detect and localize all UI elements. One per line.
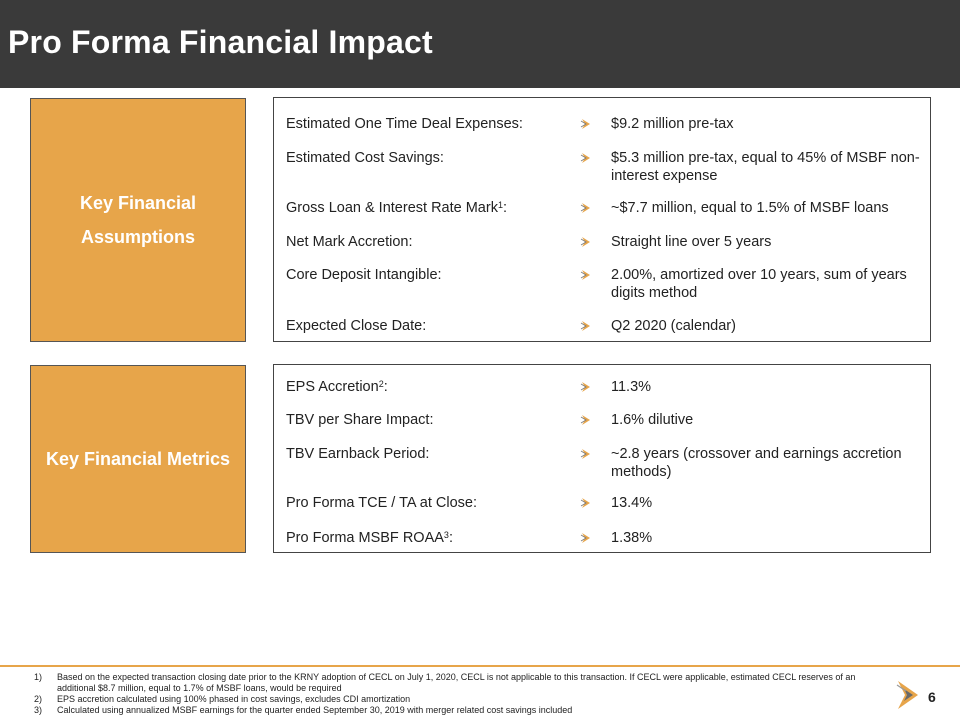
chevron-right-icon	[580, 119, 590, 129]
chevron-right-icon	[580, 203, 590, 213]
assumption-value: 2.00%, amortized over 10 years, sum of y…	[611, 267, 907, 301]
metric-label: TBV Earnback Period:	[286, 446, 430, 462]
chevron-right-icon	[580, 449, 590, 459]
assumption-label: Expected Close Date:	[286, 318, 427, 334]
footnote: 2) EPS accretion calculated using 100% ph…	[34, 694, 411, 704]
chevron-right-icon	[580, 270, 590, 280]
chevron-right-icon	[580, 533, 590, 543]
assumption-value: $9.2 million pre-tax	[611, 116, 734, 132]
metrics-heading: Key Financial Metrics	[45, 449, 231, 469]
footnote: 1) Based on the expected transaction clos…	[34, 672, 856, 693]
title-bar: Pro Forma Financial Impact	[0, 0, 960, 88]
assumption-value: $5.3 million pre-tax, equal to 45% of MS…	[611, 150, 920, 184]
metric-label: TBV per Share Impact:	[286, 412, 434, 428]
chevron-right-icon	[580, 498, 590, 508]
metric-value: 13.4%	[611, 495, 653, 511]
chevron-right-icon	[580, 237, 590, 247]
key-financial-assumptions-label: Key Financial Assumptions	[30, 98, 246, 342]
chevron-right-icon	[580, 415, 590, 425]
key-financial-metrics-label: Key Financial Metrics	[30, 365, 246, 553]
assumption-value: ~$7.7 million, equal to 1.5% of MSBF loa…	[611, 200, 889, 216]
page-title: Pro Forma Financial Impact	[8, 24, 433, 60]
metric-value: 11.3%	[611, 379, 652, 395]
metric-value: ~2.8 years (crossover and earnings accre…	[611, 446, 902, 480]
metrics-panel: EPS Accretion2: 11.3% TBV per Share Impa…	[273, 364, 931, 553]
assumptions-heading-line1: Key Financial	[79, 193, 197, 213]
metric-label: Pro Forma MSBF ROAA3:	[286, 530, 453, 546]
assumption-label: Estimated Cost Savings:	[286, 150, 444, 166]
metric-label: EPS Accretion2:	[286, 379, 388, 395]
metric-value: 1.6% dilutive	[611, 412, 694, 428]
company-logo-icon	[896, 681, 918, 709]
assumption-label: Gross Loan & Interest Rate Mark1:	[286, 200, 507, 216]
chevron-right-icon	[580, 382, 590, 392]
assumption-label: Core Deposit Intangible:	[286, 267, 442, 283]
assumption-value: Straight line over 5 years	[611, 234, 772, 250]
footnotes: 1) Based on the expected transaction clos…	[30, 672, 880, 716]
chevron-right-icon	[580, 153, 590, 163]
assumption-label: Net Mark Accretion:	[286, 234, 413, 250]
metric-label: Pro Forma TCE / TA at Close:	[286, 495, 477, 511]
footnote: 3) Calculated using annualized MSBF earni…	[34, 705, 573, 715]
assumptions-panel: Estimated One Time Deal Expenses: $9.2 m…	[273, 97, 931, 342]
metric-value: 1.38%	[611, 530, 653, 546]
page-number: 6	[928, 689, 936, 705]
footer-divider	[0, 665, 960, 667]
chevron-right-icon	[580, 321, 590, 331]
assumptions-heading-line2: Assumptions	[80, 227, 195, 247]
assumption-label: Estimated One Time Deal Expenses:	[286, 116, 523, 132]
assumption-value: Q2 2020 (calendar)	[611, 318, 736, 334]
